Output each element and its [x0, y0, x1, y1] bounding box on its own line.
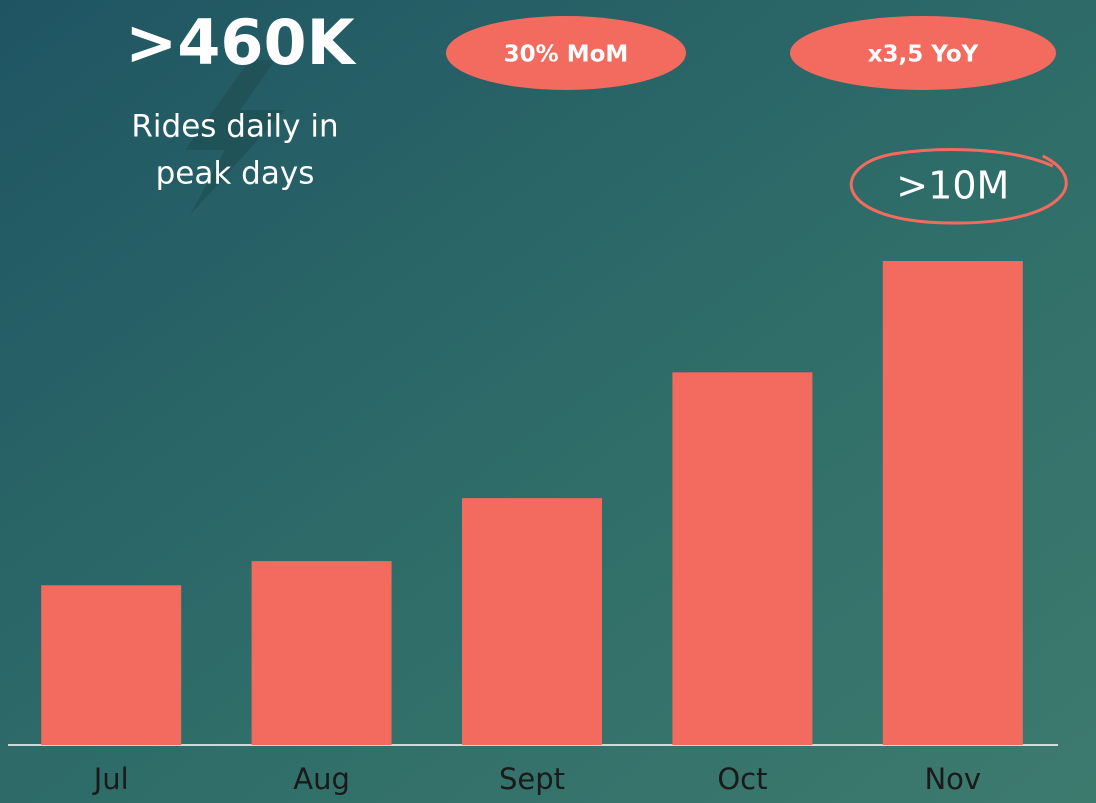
headline: >460K — [125, 6, 356, 79]
value-label: >10M — [896, 164, 1009, 208]
x-tick-label: Aug — [293, 762, 350, 796]
x-tick-label: Sept — [499, 762, 565, 796]
bar — [41, 585, 182, 745]
badge — [790, 16, 1056, 90]
bar — [462, 498, 602, 745]
x-tick-label: Nov — [924, 762, 981, 796]
lightning-icon — [185, 60, 285, 215]
bar — [882, 261, 1023, 745]
x-tick-label: Oct — [717, 762, 767, 796]
headline-caption: peak days — [156, 156, 315, 192]
badge — [446, 16, 686, 90]
headline-caption: Rides daily in — [131, 109, 338, 145]
badge-label: x3,5 YoY — [868, 42, 979, 68]
bar — [251, 561, 392, 745]
x-tick-label: Jul — [92, 762, 129, 796]
badge-label: 30% MoM — [504, 42, 629, 68]
annotation-circle — [849, 148, 1068, 225]
bar — [672, 372, 813, 745]
